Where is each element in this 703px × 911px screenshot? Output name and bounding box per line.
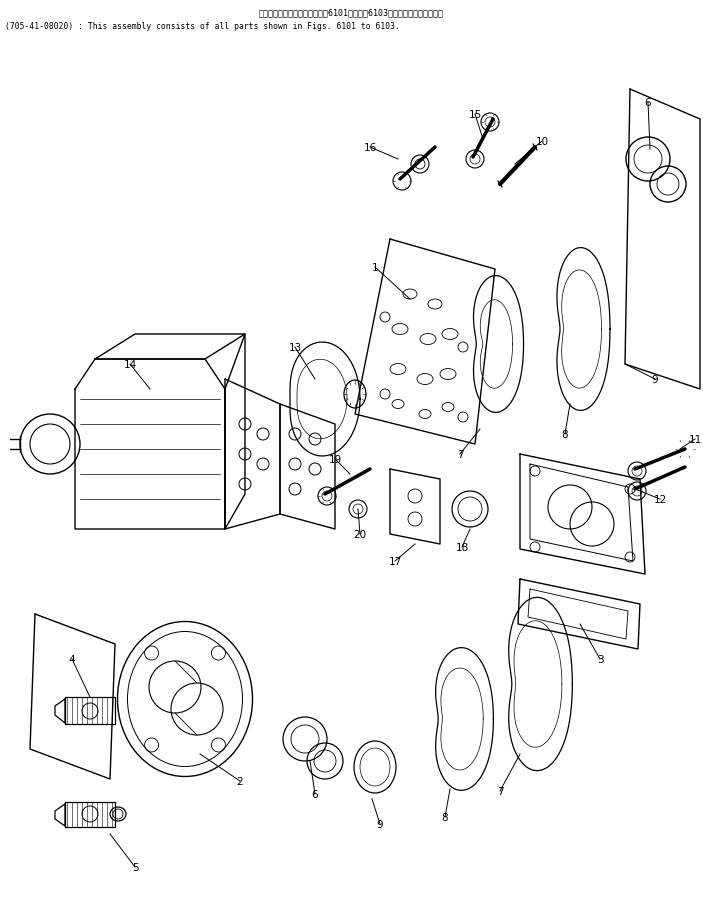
Text: 10: 10 bbox=[536, 137, 548, 147]
Text: 9: 9 bbox=[652, 374, 658, 384]
Text: 11: 11 bbox=[688, 435, 702, 445]
Text: 8: 8 bbox=[562, 429, 568, 439]
Text: 6: 6 bbox=[311, 789, 318, 799]
Text: 7: 7 bbox=[457, 449, 463, 459]
Text: 5: 5 bbox=[131, 862, 138, 872]
Text: 3: 3 bbox=[597, 654, 603, 664]
Text: 6: 6 bbox=[645, 97, 651, 107]
Text: 8: 8 bbox=[441, 812, 449, 822]
Text: 9: 9 bbox=[377, 819, 383, 829]
Text: 4: 4 bbox=[69, 654, 75, 664]
Text: 18: 18 bbox=[456, 542, 469, 552]
Text: 14: 14 bbox=[123, 360, 136, 370]
Text: 20: 20 bbox=[354, 529, 366, 539]
Text: このアセンブリの構成部品は第6101図から第6103図の部品まで含みます。: このアセンブリの構成部品は第6101図から第6103図の部品まで含みます。 bbox=[259, 8, 444, 17]
Text: 13: 13 bbox=[288, 343, 302, 353]
Text: 17: 17 bbox=[388, 557, 401, 567]
Text: 1: 1 bbox=[372, 262, 378, 272]
Text: 12: 12 bbox=[653, 495, 666, 505]
Text: (705-41-08020) : This assembly consists of all parts shown in Figs. 6101 to 6103: (705-41-08020) : This assembly consists … bbox=[5, 22, 400, 31]
Text: 7: 7 bbox=[497, 786, 503, 796]
Text: 16: 16 bbox=[363, 143, 377, 153]
Text: 19: 19 bbox=[328, 455, 342, 465]
Text: 2: 2 bbox=[237, 776, 243, 786]
Text: 15: 15 bbox=[468, 110, 482, 120]
